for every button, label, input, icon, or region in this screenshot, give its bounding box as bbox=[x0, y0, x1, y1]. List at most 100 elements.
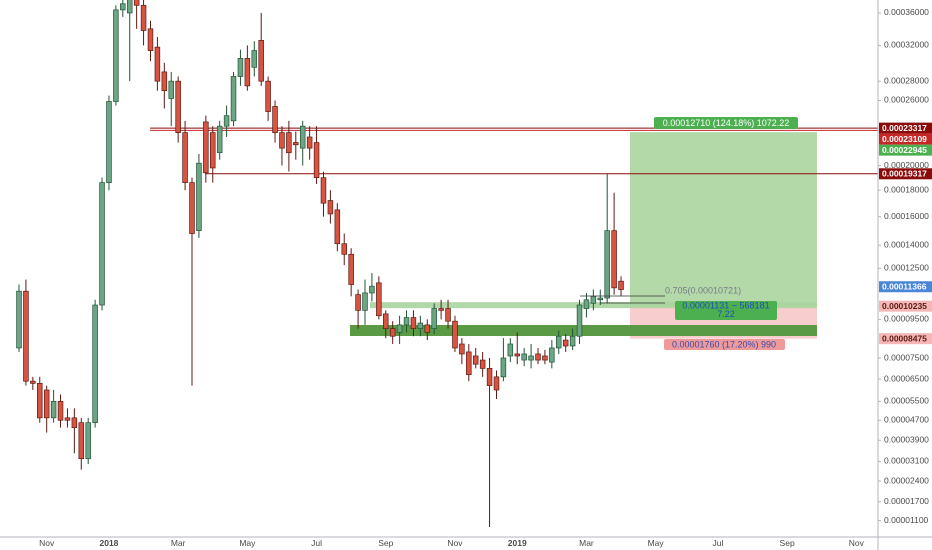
y-tick-label: 0.00018000 bbox=[884, 184, 929, 194]
candle-body bbox=[147, 28, 154, 51]
candle-body bbox=[313, 142, 320, 179]
x-tick-label: Jul bbox=[311, 538, 322, 548]
profit-zone bbox=[630, 132, 817, 307]
candle-body bbox=[286, 132, 292, 154]
y-tick-label: 0.00026000 bbox=[884, 95, 929, 105]
candle-body bbox=[258, 40, 264, 82]
candle-body bbox=[431, 308, 437, 329]
candle-body bbox=[327, 200, 334, 215]
candle-body bbox=[583, 299, 590, 309]
candle-body bbox=[507, 343, 514, 357]
candle-body bbox=[611, 230, 617, 289]
y-tick-label: 0.00016000 bbox=[884, 211, 929, 221]
candle-body bbox=[410, 317, 417, 329]
candle-body bbox=[99, 182, 105, 306]
price-badge-label: 0.00011366 bbox=[882, 281, 927, 291]
price-badge-label: 0.00023109 bbox=[882, 134, 927, 144]
candle-body bbox=[389, 328, 396, 337]
candle-body bbox=[71, 417, 78, 428]
target-text: 0.00012710 (124.18%) 1072.22 bbox=[663, 118, 790, 128]
candle-body bbox=[299, 125, 306, 149]
candle-body bbox=[293, 142, 299, 146]
candle-body bbox=[237, 58, 244, 77]
candle-body bbox=[466, 351, 472, 376]
candle-body bbox=[604, 230, 610, 299]
price-badge bbox=[879, 168, 932, 180]
candle-body bbox=[92, 304, 98, 424]
candle-body bbox=[37, 383, 43, 419]
candle-body bbox=[189, 182, 195, 234]
candle-body bbox=[514, 353, 520, 357]
x-tick-label: 2018 bbox=[99, 538, 118, 548]
candle-body bbox=[175, 80, 181, 133]
candle-body bbox=[576, 304, 583, 337]
candle-body bbox=[154, 46, 161, 82]
candle-body bbox=[251, 50, 258, 68]
candle-body bbox=[479, 359, 486, 369]
overlay: 0.00012710 (124.18%) 1072.22 0.705(0.000… bbox=[580, 117, 798, 350]
price-badge-label: 0.00022945 bbox=[882, 145, 927, 155]
candle-body bbox=[417, 322, 424, 329]
candle-body bbox=[597, 297, 604, 301]
candle-body bbox=[493, 376, 500, 391]
y-tick-label: 0.00012500 bbox=[884, 263, 929, 273]
y-tick-label: 0.00020000 bbox=[884, 160, 929, 170]
target-badge bbox=[654, 117, 798, 129]
price-badge bbox=[879, 333, 932, 345]
candle-body bbox=[85, 422, 91, 460]
fib-text: 0.705(0.00010721) bbox=[665, 285, 741, 295]
candle-body bbox=[403, 317, 410, 326]
candle-body bbox=[556, 335, 562, 349]
candle-body bbox=[120, 3, 126, 11]
candle-body bbox=[590, 295, 597, 304]
x-tick-label: Nov bbox=[39, 538, 55, 548]
candle-body bbox=[500, 357, 507, 378]
candle-body bbox=[535, 353, 541, 361]
y-tick-label: 0.00002400 bbox=[884, 475, 929, 485]
y-tick-label: 0.00003900 bbox=[884, 434, 929, 444]
price-badge-label: 0.00023317 bbox=[882, 123, 927, 133]
candle-body bbox=[106, 101, 112, 183]
candles bbox=[16, 0, 624, 528]
candle-body bbox=[140, 4, 147, 31]
candle-body bbox=[334, 209, 341, 245]
candle-body bbox=[230, 76, 237, 122]
candle-body bbox=[306, 136, 313, 149]
candle-body bbox=[196, 162, 202, 232]
candle-body bbox=[549, 347, 555, 363]
price-badge bbox=[879, 122, 932, 134]
candle-body bbox=[521, 353, 527, 361]
candle-body bbox=[438, 308, 444, 311]
y-tick-label: 0.00014000 bbox=[884, 239, 929, 249]
price-badge bbox=[879, 144, 932, 156]
y-tick-label: 0.00036000 bbox=[884, 7, 929, 17]
candle-body bbox=[272, 106, 278, 133]
x-tick-label: Mar bbox=[171, 538, 186, 548]
candle-body bbox=[182, 132, 188, 183]
y-tick-label: 0.00007500 bbox=[884, 352, 929, 362]
candle-body bbox=[126, 0, 133, 14]
price-badge-label: 0.00019317 bbox=[882, 169, 927, 179]
candle-body bbox=[542, 355, 548, 361]
candle-body bbox=[279, 132, 285, 149]
x-tick-label: Sep bbox=[780, 538, 795, 548]
candle-body bbox=[43, 389, 50, 419]
y-tick-label: 0.00006500 bbox=[884, 373, 929, 383]
y-tick-label: 0.00028000 bbox=[884, 75, 929, 85]
candle-body bbox=[376, 282, 382, 317]
y-tick-label: 0.00001700 bbox=[884, 496, 929, 506]
support-band bbox=[350, 325, 817, 336]
x-tick-label: Nov bbox=[849, 538, 865, 548]
x-tick-label: Mar bbox=[579, 538, 594, 548]
stop-text: 0.00001760 (17.20%) 990 bbox=[672, 339, 776, 349]
candle-body bbox=[244, 58, 251, 87]
candle-body bbox=[78, 422, 85, 460]
candle-body bbox=[16, 290, 22, 349]
stop-badge bbox=[664, 339, 785, 350]
candle-body bbox=[445, 308, 451, 322]
price-badge bbox=[879, 300, 932, 312]
candle-body bbox=[216, 125, 223, 154]
candle-body bbox=[64, 417, 71, 421]
